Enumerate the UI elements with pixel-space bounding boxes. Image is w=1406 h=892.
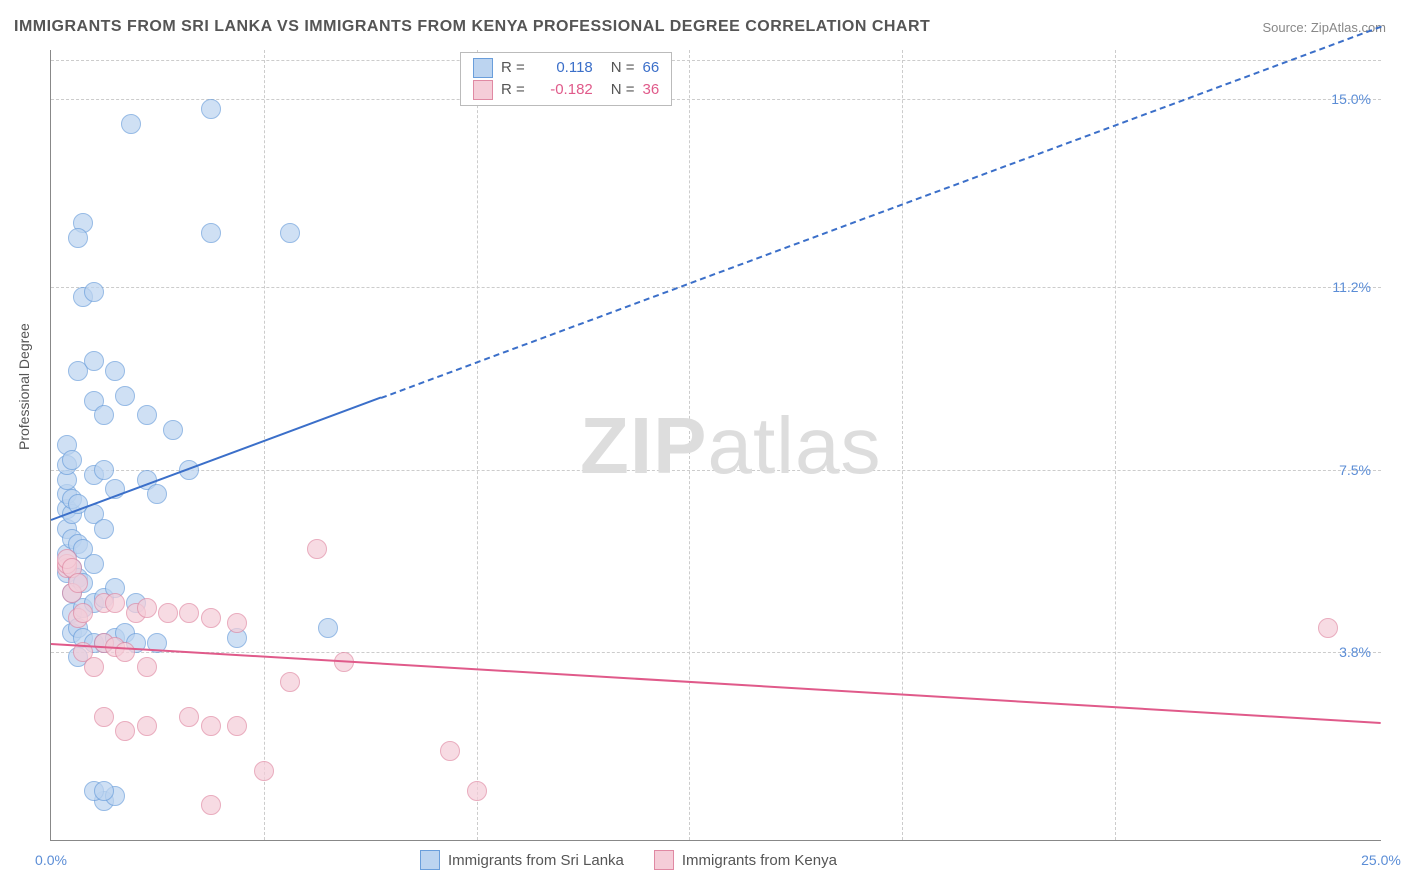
legend-label: Immigrants from Kenya [682,852,837,869]
scatter-point [121,114,141,134]
n-label: N = [611,57,635,79]
gridline-h [51,287,1381,288]
scatter-point [68,573,88,593]
y-axis-label: Professional Degree [16,323,32,450]
scatter-point [1318,618,1338,638]
series-legend: Immigrants from Sri Lanka Immigrants from… [420,850,837,870]
scatter-point [147,484,167,504]
scatter-point [280,672,300,692]
scatter-point [105,593,125,613]
scatter-point [179,603,199,623]
gridline-h [51,470,1381,471]
legend-item: Immigrants from Kenya [654,850,837,870]
n-value: 66 [643,57,660,79]
correlation-legend: R = 0.118 N = 66 R = -0.182 N = 36 [460,52,672,106]
gridline-v [902,50,903,840]
y-tick-label: 7.5% [1339,462,1371,478]
scatter-point [84,282,104,302]
n-value: 36 [643,79,660,101]
scatter-point [280,223,300,243]
scatter-point [254,761,274,781]
y-tick-label: 11.2% [1332,279,1371,295]
legend-swatch [654,850,674,870]
legend-item: Immigrants from Sri Lanka [420,850,624,870]
r-value: 0.118 [533,57,593,79]
gridline-v [1115,50,1116,840]
legend-swatch [420,850,440,870]
chart-title: IMMIGRANTS FROM SRI LANKA VS IMMIGRANTS … [14,18,930,36]
legend-stats-row: R = 0.118 N = 66 [473,57,659,79]
scatter-point [440,741,460,761]
r-label: R = [501,79,525,101]
gridline-h [51,652,1381,653]
scatter-point [227,613,247,633]
x-tick-label: 0.0% [35,852,67,868]
scatter-point [105,361,125,381]
scatter-point [68,228,88,248]
scatter-point [94,519,114,539]
scatter-point [163,420,183,440]
scatter-point [201,223,221,243]
scatter-point [137,598,157,618]
y-tick-label: 15.0% [1331,91,1371,107]
gridline-v [689,50,690,840]
y-tick-label: 3.8% [1339,644,1371,660]
scatter-point [94,405,114,425]
gridline-v [477,50,478,840]
scatter-point [94,707,114,727]
scatter-point [201,99,221,119]
scatter-point [94,781,114,801]
scatter-point [318,618,338,638]
gridline-v [264,50,265,840]
legend-stats-row: R = -0.182 N = 36 [473,79,659,101]
scatter-point [137,405,157,425]
scatter-point [62,450,82,470]
scatter-point [94,460,114,480]
scatter-point [84,351,104,371]
x-tick-label: 25.0% [1361,852,1401,868]
scatter-point [201,795,221,815]
gridline-h [51,60,1381,61]
scatter-point [158,603,178,623]
r-label: R = [501,57,525,79]
scatter-point [227,716,247,736]
plot-area: 3.8%7.5%11.2%15.0%0.0%25.0% [50,50,1381,841]
legend-label: Immigrants from Sri Lanka [448,852,624,869]
trend-line-solid [51,643,1381,724]
scatter-point [201,608,221,628]
r-value: -0.182 [533,79,593,101]
scatter-point [467,781,487,801]
n-label: N = [611,79,635,101]
scatter-point [201,716,221,736]
scatter-point [115,721,135,741]
scatter-point [115,386,135,406]
scatter-point [84,554,104,574]
legend-swatch [473,58,493,78]
scatter-point [137,716,157,736]
scatter-point [115,642,135,662]
scatter-point [73,603,93,623]
legend-swatch [473,80,493,100]
scatter-point [84,657,104,677]
scatter-point [307,539,327,559]
scatter-point [137,657,157,677]
scatter-point [179,707,199,727]
